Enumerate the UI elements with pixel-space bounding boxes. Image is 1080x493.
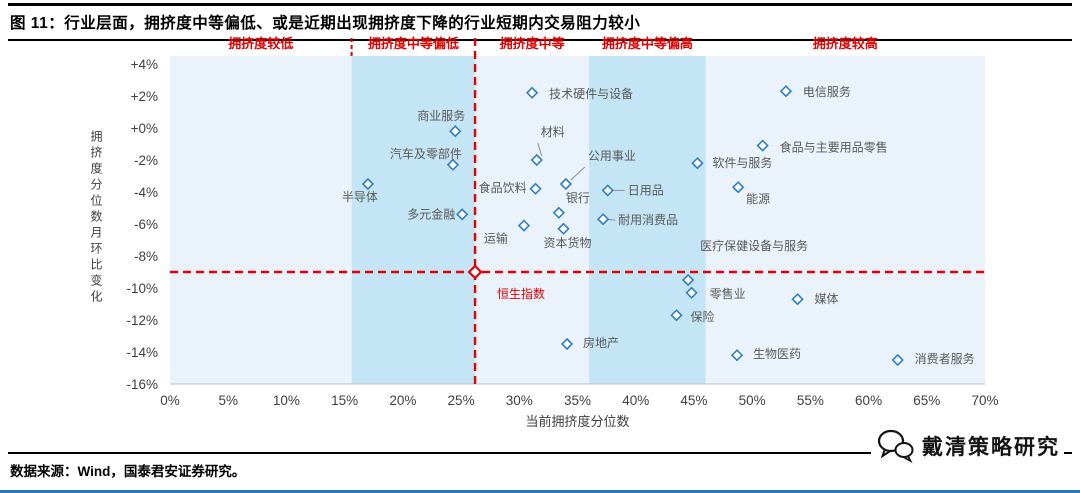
scatter-point [779,85,793,98]
y-tick-label: -10% [126,281,158,296]
label-leader-line [608,218,616,221]
x-tick-label: 10% [273,393,300,408]
point-label: 电信服务 [803,84,851,99]
scatter-point [891,353,904,367]
footer-divider [8,452,1072,454]
point-label: 日用品 [628,183,664,197]
zone-band [351,56,476,384]
x-tick-label: 65% [913,393,940,408]
y-tick-label: -4% [134,185,158,200]
label-leader-line [570,166,586,181]
point-label: 房地产 [583,335,619,350]
scatter-point [691,157,704,170]
scatter-point [756,139,769,152]
scatter-point [456,208,469,221]
x-tick-label: 0% [160,393,180,408]
scatter-point [449,125,462,138]
y-tick-label: -8% [134,249,158,264]
y-tick-label: -12% [126,313,158,328]
zone-band [589,56,706,384]
x-tick-label: 45% [680,393,707,408]
zone-label: 拥挤度中等偏低 [368,36,459,51]
x-tick-label: 35% [564,393,591,408]
scatter-point [791,293,804,306]
point-label: 食品与主要用品零售 [780,140,888,155]
x-tick-label: 55% [797,393,824,408]
scatter-point [559,177,572,191]
scatter-point [730,349,744,362]
point-label: 多元金融 [407,206,455,221]
x-tick-label: 30% [506,393,533,408]
point-label: 技术硬件与设备 [549,87,633,101]
crowding-scatter-chart: +4% +2% +0% -2% -4% -6% -8% -10% -12% -14% -16%0% 5… [126,36,998,429]
y-tick-label: +0% [131,121,158,136]
point-label: 耐用消费品 [618,213,678,227]
x-tick-label: 20% [389,393,416,408]
y-tick-label: -6% [134,217,158,232]
point-label: 材料 [541,125,565,139]
x-tick-label: 5% [218,393,238,408]
scatter-point [685,286,698,299]
point-label: 零售业 [710,286,746,301]
plot-background [170,56,985,384]
y-axis-title: 拥挤度分位数月环比变化 [89,130,103,306]
y-tick-label: +4% [131,57,158,72]
x-tick-label: 70% [971,393,998,408]
x-tick-label: 25% [448,393,475,408]
zone-label: 拥挤度中等偏高 [602,36,693,51]
x-tick-label: 50% [739,393,766,408]
scatter-point [681,273,695,287]
chat-bubbles-icon [877,429,914,464]
point-label: 公用事业 [588,149,636,163]
scatter-point [530,153,543,167]
scatter-point [596,213,610,226]
x-tick-label: 15% [331,393,358,408]
brand-logo: 戴清策略研究 [871,424,1064,468]
point-label: 媒体 [815,292,839,306]
label-leader-line [537,142,543,157]
zone-label: 拥挤度较高 [813,36,878,51]
scatter-point [670,309,683,322]
brand-name: 戴清策略研究 [922,436,1060,459]
scatter-point [601,184,614,197]
scatter-point [560,337,574,351]
scatter-point [557,222,570,235]
chart-area: +4% +2% +0% -2% -4% -6% -8% -10% -12% -14% -16% 0% 5… [0,32,1080,437]
point-label: 资本货物 [544,235,592,250]
point-label: 汽车及零部件 [390,146,462,161]
x-tick-label: 40% [622,393,649,408]
point-label: 生物医药 [753,347,801,361]
scatter-point [361,177,375,191]
point-label: 商业服务 [417,108,465,123]
highlight-point [467,264,483,280]
point-label: 银行 [566,191,590,205]
scatter-point [446,158,460,171]
point-label: 食品饮料 [479,180,527,195]
point-label: 运输 [484,231,508,246]
scatter-point [529,182,542,195]
y-tick-label: -14% [126,345,158,360]
scatter-point [525,86,539,99]
highlight-point-label: 恒生指数 [497,286,545,301]
scatter-point [552,206,566,219]
bottom-accent-bar [0,490,1080,493]
y-tick-label: +2% [131,89,158,104]
point-label: 保险 [690,309,714,324]
point-label: 软件与服务 [712,155,772,170]
point-label: 消费者服务 [915,351,975,366]
x-axis-title: 当前拥挤度分位数 [525,414,629,429]
y-tick-label: -16% [126,377,158,392]
point-label: 医疗保健设备与服务 [700,238,808,253]
point-label: 能源 [746,192,770,206]
figure-title: 图 11：行业层面，拥挤度中等偏低、或是近期出现拥挤度下降的行业短期内交易阻力较… [8,3,1072,41]
zone-label: 拥挤度中等 [500,36,565,51]
scatter-point [732,181,745,194]
x-tick-label: 60% [855,393,882,408]
scatter-point [517,219,531,232]
data-source: 数据来源：Wind，国泰君安证券研究。 [10,464,246,479]
y-tick-label: -2% [134,153,158,168]
zone-label: 拥挤度较低 [228,36,293,51]
point-label: 半导体 [342,190,378,204]
